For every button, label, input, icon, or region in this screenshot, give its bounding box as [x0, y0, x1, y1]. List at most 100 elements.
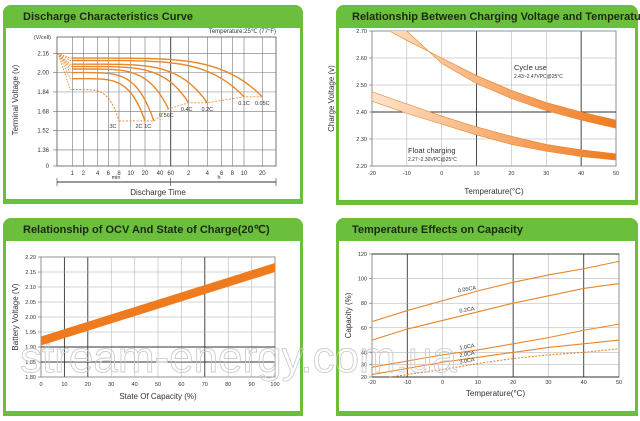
x-tick-label: 30	[108, 382, 114, 388]
capacity-curve-1.0CA	[371, 323, 620, 368]
curve-label: 1.0CA	[459, 343, 475, 352]
x-tick-label: 40	[132, 382, 138, 388]
x-tick-label: 6	[107, 171, 111, 177]
cycle-use-label: Cycle use	[514, 63, 547, 72]
x-tick-label: 40	[578, 171, 584, 177]
x-tick-label: 2	[82, 171, 86, 177]
discharge-curve-0.1C	[72, 59, 245, 98]
float-charging-note: 2.27~2.30VPC@25°C	[408, 157, 457, 163]
charging-voltage-panel: Relationship Between Charging Voltage an…	[336, 5, 640, 205]
y-tick-label: 2.60	[356, 56, 367, 62]
x-tick-label: 10	[475, 380, 481, 386]
float-charging-label: Float charging	[408, 146, 456, 155]
x-tick-label: -10	[403, 380, 411, 386]
watermark: stream-energy.com.ua	[20, 333, 457, 382]
curve-label: 0.2C	[201, 107, 213, 113]
y-tick-label: 2.10	[25, 285, 36, 291]
x-tick-label: 50	[613, 171, 619, 177]
x-axis-title: Temperature(°C)	[464, 187, 524, 196]
plot-area	[56, 36, 277, 167]
initial-drop-dash	[57, 53, 73, 70]
initial-drop-dash	[57, 53, 73, 67]
y-tick-label: 20	[361, 375, 367, 381]
x-tick-label: 20	[85, 382, 91, 388]
y-tick-label: 2.30	[356, 137, 367, 143]
x-tick-label: 0	[441, 380, 444, 386]
x-tick-label: 6	[220, 171, 224, 177]
y-tick-label: 1.95	[25, 330, 36, 336]
x-tick-label: 2	[187, 171, 191, 177]
y-tick-label: 2.00	[37, 71, 49, 77]
y-axis-title: Terminal Voltage (v)	[11, 64, 20, 135]
curve-label: 0.2CA	[459, 306, 475, 315]
discharge-curve-0.05C	[72, 57, 263, 98]
x-tick-label: 8	[231, 171, 235, 177]
min-unit-label: min	[112, 175, 121, 181]
curve-label: 3C	[109, 124, 116, 130]
x-tick-label: 60	[178, 382, 184, 388]
y-tick-label: 2.15	[25, 270, 36, 276]
x-tick-label: 8	[117, 171, 121, 177]
y-tick-label: 2.50	[356, 83, 367, 89]
curve-label: 0.05CA	[458, 285, 477, 294]
y-tick-label: 2.40	[356, 110, 367, 116]
y-axis-title: Charge Voltage (v)	[327, 65, 336, 132]
x-tick-label: 0	[39, 382, 42, 388]
panel-title: Discharge Characteristics Curve	[3, 5, 303, 28]
voltage-band-cycle	[388, 31, 616, 129]
x-tick-label: 50	[616, 380, 622, 386]
x-tick-label: 10	[127, 171, 134, 177]
y-tick-label: 1.36	[37, 148, 49, 154]
x-tick-label: 60	[167, 171, 174, 177]
x-tick-label: 0	[440, 171, 443, 177]
y-tick-label: 2.70	[356, 29, 367, 35]
initial-drop-dash	[57, 53, 73, 80]
initial-drop-dash	[57, 52, 73, 61]
y-unit-label: (V/cell)	[34, 35, 51, 41]
x-tick-label: 30	[545, 380, 551, 386]
curve-label: 0.05C	[255, 101, 270, 107]
discharge-curve-3C	[72, 89, 120, 122]
curve-label: 2C	[135, 124, 142, 130]
curve-label: 2.0CA	[459, 350, 475, 359]
capacity-curve-0.2CA	[371, 282, 620, 341]
y-tick-label: 60	[361, 326, 367, 332]
y-tick-label: 2.05	[25, 300, 36, 306]
curve-label: 1C	[144, 124, 151, 130]
x-tick-label: 20	[259, 171, 266, 177]
x-axis-title: Temperature(°C)	[466, 389, 526, 398]
y-tick-label: 40	[361, 350, 367, 356]
x-tick-label: -20	[368, 171, 376, 177]
voltage-band-float	[372, 91, 616, 161]
x-tick-label: 50	[155, 382, 161, 388]
curve-label: 0.1C	[238, 101, 250, 107]
x-tick-label: 20	[508, 171, 514, 177]
y-tick-label: 2.20	[25, 255, 36, 261]
y-tick-label: 1.90	[25, 345, 36, 351]
x-tick-label: 1	[71, 171, 75, 177]
y-tick-label: 1.68	[37, 109, 49, 115]
y-tick-label: 2.00	[25, 315, 36, 321]
initial-drop-dash	[57, 53, 73, 90]
y-tick-label: 80	[361, 301, 367, 307]
temperature-capacity-panel: Temperature Effects on Capacity	[336, 218, 638, 416]
x-tick-label: 20	[510, 380, 516, 386]
cycle-use-note: 2.43~2.47VPC@25°C	[514, 74, 563, 80]
x-axis-title: State Of Capacity (%)	[119, 392, 197, 401]
cutoff-voltage-line	[119, 96, 263, 122]
x-tick-label: 10	[241, 171, 248, 177]
discharge-curve-0.4C	[72, 65, 190, 104]
x-tick-label: 90	[249, 382, 255, 388]
initial-drop-dash	[57, 52, 73, 59]
temperature-annotation: Temperature:25℃ (77°F)	[209, 29, 276, 35]
curve-label: 0.56C	[159, 113, 174, 119]
x-tick-label: 80	[225, 382, 231, 388]
x-tick-label: 40	[157, 171, 164, 177]
initial-drop-dash	[57, 53, 73, 65]
initial-drop-dash	[57, 53, 73, 74]
x-tick-label: 4	[206, 171, 210, 177]
y-tick-label: 120	[358, 252, 367, 258]
x-tick-label: 40	[581, 380, 587, 386]
y-tick-label: 1.85	[25, 360, 36, 366]
x-tick-label: -20	[368, 380, 376, 386]
